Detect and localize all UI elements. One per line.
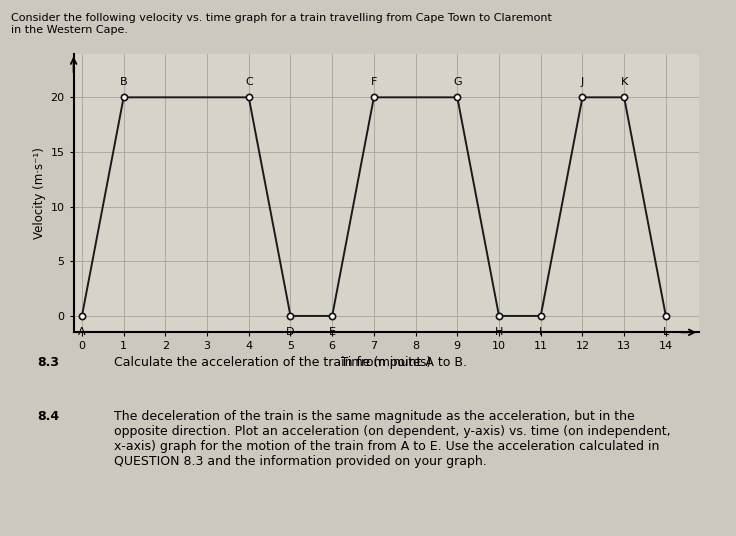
Text: C: C (245, 78, 252, 87)
Text: B: B (120, 78, 127, 87)
Text: E: E (329, 327, 336, 337)
Text: H: H (495, 327, 503, 337)
Text: 8.3: 8.3 (37, 356, 59, 369)
Text: I: I (539, 327, 542, 337)
Text: F: F (371, 78, 377, 87)
Text: G: G (453, 78, 461, 87)
Text: J: J (581, 78, 584, 87)
Text: The deceleration of the train is the same magnitude as the acceleration, but in : The deceleration of the train is the sam… (114, 410, 670, 468)
Text: 8.4: 8.4 (37, 410, 59, 423)
Text: L: L (662, 327, 669, 337)
X-axis label: Time (minutes): Time (minutes) (342, 355, 431, 369)
Text: Consider the following velocity vs. time graph for a train travelling from Cape : Consider the following velocity vs. time… (11, 13, 552, 35)
Text: K: K (620, 78, 628, 87)
Text: A: A (78, 327, 86, 337)
Text: Calculate the acceleration of the train from point A to B.: Calculate the acceleration of the train … (114, 356, 467, 369)
Text: D: D (286, 327, 294, 337)
Y-axis label: Velocity (m·s⁻¹): Velocity (m·s⁻¹) (33, 147, 46, 239)
